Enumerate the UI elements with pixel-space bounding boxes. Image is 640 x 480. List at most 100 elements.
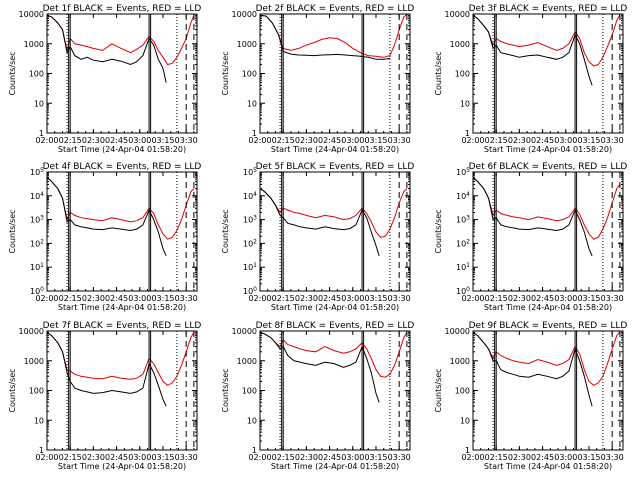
x-tick-label: 03:15 [577,294,600,303]
x-tick-label: 02:30 [508,294,531,303]
events-series-line [473,331,593,407]
y-tick-label: 1 [252,446,257,455]
x-axis-title: Start Time (24-Apr-04 01:58:20) [271,462,399,471]
y-axis-title: Counts/sec [221,209,230,253]
lld-series-line [260,188,408,238]
plot-frame [259,330,411,451]
chart-title: Det 2f BLACK = Events, RED = LLD [256,4,415,14]
y-tick-label: 1000 [450,357,470,366]
events-series-line [47,331,167,407]
x-tick-label: 02:15 [485,136,508,145]
lld-series-line [473,14,621,67]
x-tick-label: 02:45 [531,136,554,145]
x-tick-label: 03:15 [577,136,600,145]
plot-frame [472,330,624,451]
lld-series-line [47,331,195,386]
x-tick-label: 02:15 [59,294,82,303]
x-tick-label: 03:30 [388,453,411,462]
y-tick-label: 10 [460,416,470,425]
x-tick-label: 02:30 [295,136,318,145]
x-tick-label: 03:00 [554,453,577,462]
events-series-line [473,176,593,257]
x-axis-title: Start Time (24-Apr-04 01:58:20) [58,303,186,312]
y-tick-label: 1000 [450,40,470,49]
x-tick-label: 03:30 [175,453,198,462]
plot-frame [46,13,198,134]
x-axis-title: Start Time (24-Apr-04 01:58:20) [271,303,399,312]
x-tick-label: 02:45 [318,294,341,303]
y-tick-label: 100 [456,286,470,296]
x-tick-label: 03:15 [364,136,387,145]
y-axis-title: Counts/sec [221,368,230,412]
lld-series-line [260,331,408,378]
x-tick-label: 02:15 [272,294,295,303]
lld-series-line [47,14,195,66]
y-tick-label: 105 [30,167,44,177]
chart-title: Det 8f BLACK = Events, RED = LLD [256,321,415,331]
x-tick-label: 02:00 [248,294,271,303]
y-tick-label: 101 [243,262,257,272]
y-tick-label: 1000 [24,357,44,366]
y-tick-label: 10000 [445,327,470,336]
chart-title: Det 7f BLACK = Events, RED = LLD [43,321,202,331]
x-tick-label: 02:45 [318,453,341,462]
x-tick-label: 03:30 [175,294,198,303]
y-tick-label: 100 [455,70,470,79]
chart-title: Det 5f BLACK = Events, RED = LLD [256,162,415,172]
events-series-line [47,176,167,257]
y-axis-title: Counts/sec [8,368,17,412]
x-axis-title: Start Time (24-Apr-04 01:58:20) [484,145,612,154]
x-tick-label: 02:30 [82,136,105,145]
y-tick-label: 1000 [237,357,257,366]
events-series-line [473,14,593,86]
lld-series-line [473,331,621,386]
x-tick-label: 03:15 [577,453,600,462]
chart-title: Det 4f BLACK = Events, RED = LLD [43,162,202,172]
x-tick-label: 03:15 [364,294,387,303]
plot-frame [259,13,411,134]
x-tick-label: 03:30 [175,136,198,145]
x-tick-label: 02:45 [318,136,341,145]
y-tick-label: 104 [243,191,257,201]
y-tick-label: 105 [243,167,257,177]
y-tick-label: 105 [456,167,470,177]
x-tick-label: 03:30 [388,136,411,145]
y-tick-label: 1000 [24,40,44,49]
events-series-line [47,14,167,83]
y-tick-label: 10 [247,99,257,108]
y-tick-label: 1 [465,446,470,455]
events-series-line [260,14,390,60]
y-tick-label: 103 [456,215,470,225]
x-tick-label: 02:00 [35,136,58,145]
y-tick-label: 1 [465,129,470,138]
x-axis-title: Start Time (24-Apr-04 01:58:20) [484,462,612,471]
x-axis-title: Start Time (24-Apr-04 01:58:20) [484,303,612,312]
plot-frame [472,171,624,292]
y-axis-title: Counts/sec [434,368,443,412]
x-tick-label: 03:00 [554,294,577,303]
y-tick-label: 1 [39,129,44,138]
y-axis-title: Counts/sec [8,51,17,95]
x-tick-label: 02:30 [82,294,105,303]
y-tick-label: 101 [456,262,470,272]
x-tick-label: 02:45 [531,294,554,303]
plot-frame [46,171,198,292]
y-tick-label: 1 [39,446,44,455]
x-tick-label: 02:45 [105,294,128,303]
x-tick-label: 03:15 [151,294,174,303]
y-axis-title: Counts/sec [8,209,17,253]
y-tick-label: 104 [456,191,470,201]
events-series-line [260,331,380,403]
x-tick-label: 03:00 [341,294,364,303]
x-axis-title: Start Time (24-Apr-04 01:58:20) [58,145,186,154]
y-tick-label: 100 [242,387,257,396]
y-tick-label: 101 [30,262,44,272]
x-tick-label: 02:15 [59,453,82,462]
